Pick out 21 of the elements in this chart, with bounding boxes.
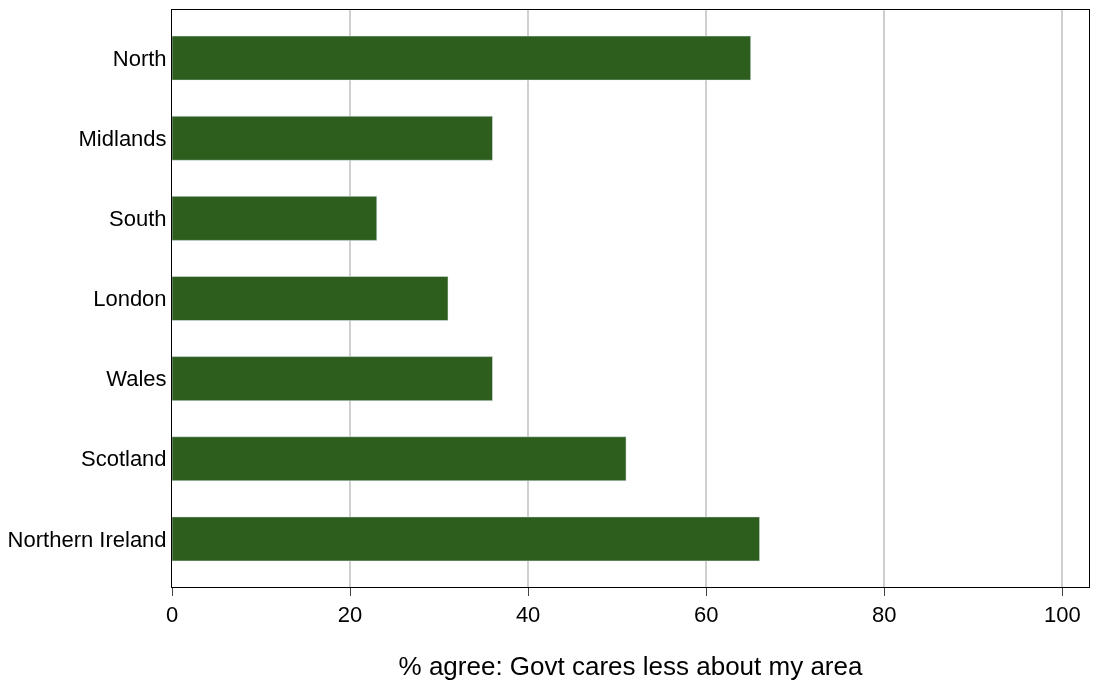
bar (172, 356, 493, 401)
y-tick-label: South (109, 206, 167, 232)
x-tick-label: 80 (871, 602, 897, 628)
x-tick-label: 0 (165, 602, 179, 628)
y-tick-label: Wales (106, 366, 167, 392)
y-tick-label: Scotland (80, 446, 167, 472)
y-tick-label: Northern Ireland (7, 526, 167, 552)
bar (172, 276, 449, 321)
x-tick-label: 40 (515, 602, 541, 628)
y-tick-label: London (93, 286, 167, 312)
x-tick-label: 20 (337, 602, 363, 628)
x-tick-label: 60 (693, 602, 719, 628)
bar (172, 436, 627, 482)
bar (172, 115, 493, 161)
bar (172, 35, 751, 81)
bar (172, 196, 378, 241)
bar (172, 516, 760, 562)
x-tick-label: 100 (1043, 602, 1081, 628)
x-axis-title: % agree: Govt cares less about my area (398, 651, 863, 682)
y-tick-label: Midlands (78, 125, 167, 151)
y-tick-label: North (112, 45, 167, 71)
